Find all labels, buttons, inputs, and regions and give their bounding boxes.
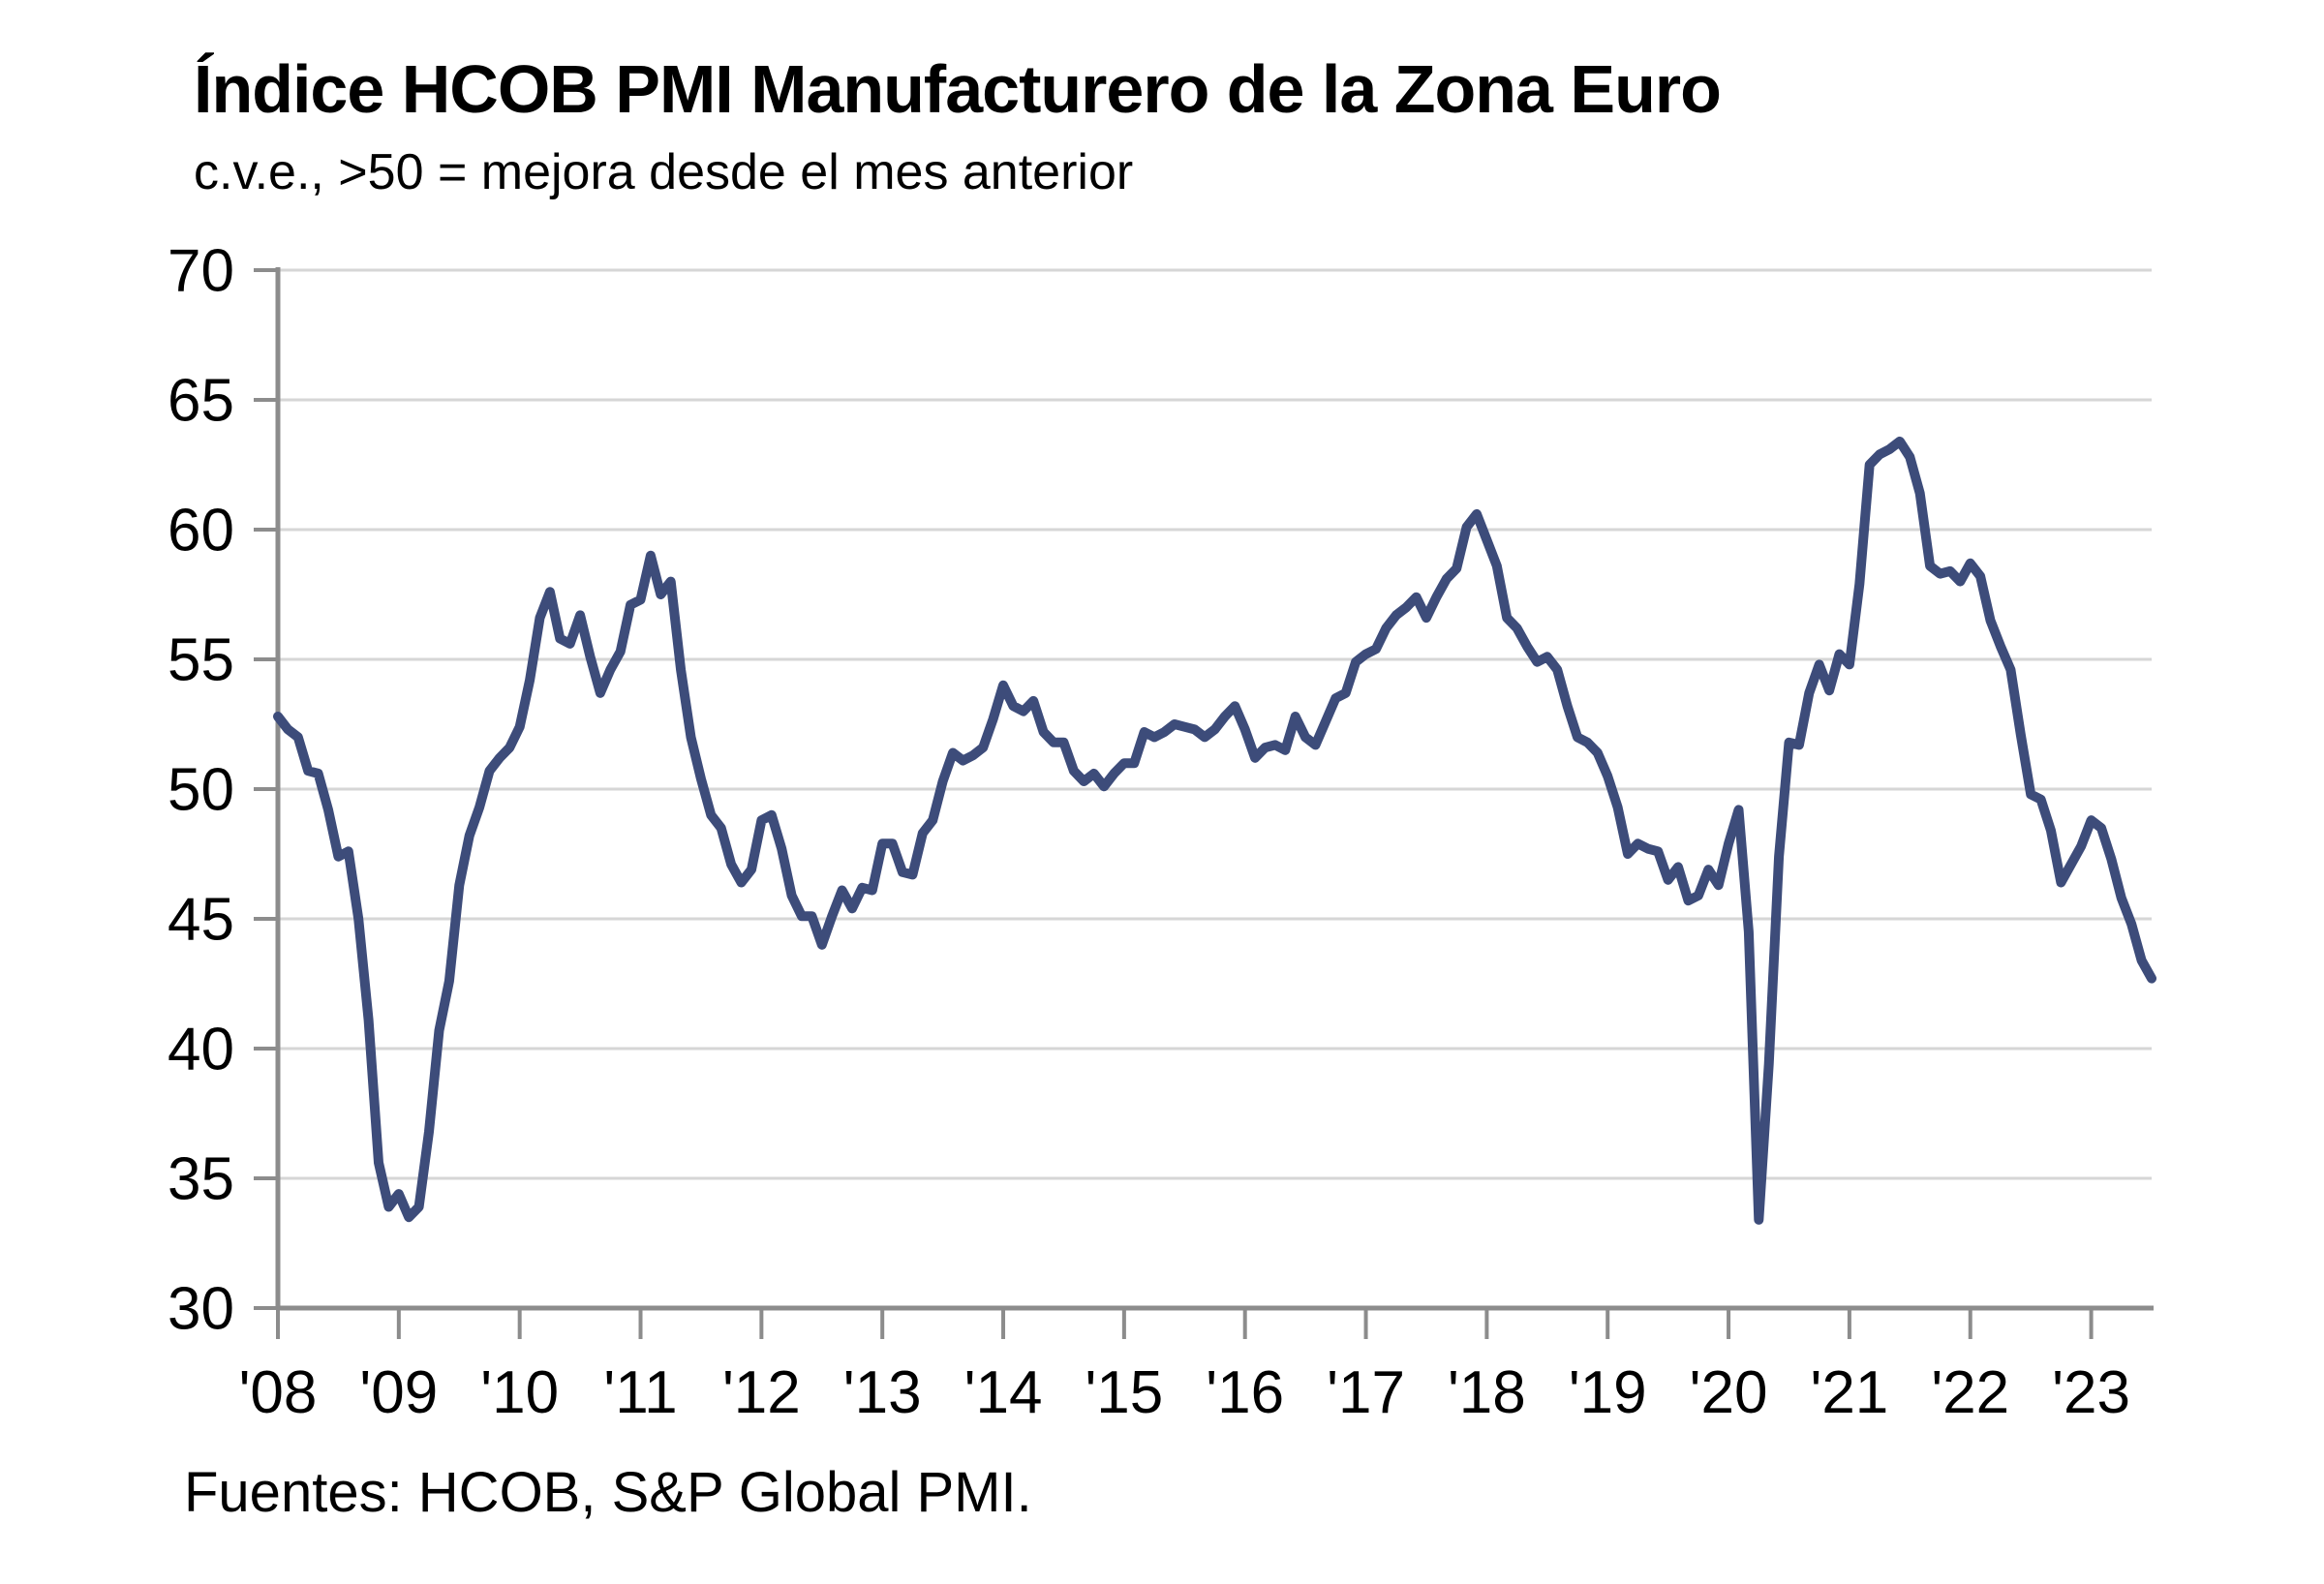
y-axis-label-65: 65: [168, 368, 234, 435]
y-axis-label-55: 55: [168, 627, 234, 694]
y-axis-label-70: 70: [168, 238, 234, 305]
y-axis-ticks: [254, 268, 280, 1310]
x-axis-labels: '08 '09 '10 '11 '12 '13 '14 '15 '16 '17 '18 '19 '20 '…: [239, 1359, 2130, 1426]
x-axis-label-'23: '23: [2052, 1359, 2130, 1426]
chart-subtitle: c.v.e., >50 = mejora desde el mes anteri…: [194, 144, 1134, 200]
x-axis-label-'20: '20: [1690, 1359, 1768, 1426]
x-axis-label-'16: '16: [1206, 1359, 1284, 1426]
x-axis-label-'19: '19: [1569, 1359, 1647, 1426]
x-axis-label-'11: '11: [603, 1359, 677, 1426]
y-axis-label-50: 50: [168, 757, 234, 824]
x-axis-ticks: [276, 1308, 2094, 1339]
x-axis-label-'12: '12: [722, 1359, 801, 1426]
y-axis-label-35: 35: [168, 1146, 234, 1213]
x-axis-label-'15: '15: [1085, 1359, 1163, 1426]
source-note: Fuentes: HCOB, S&P Global PMI.: [184, 1461, 1032, 1524]
y-axis-label-40: 40: [168, 1017, 234, 1083]
x-axis-label-'21: '21: [1810, 1359, 1888, 1426]
x-axis-label-'22: '22: [1931, 1359, 2009, 1426]
x-axis-label-'08: '08: [239, 1359, 318, 1426]
x-axis-label-'14: '14: [964, 1359, 1043, 1426]
y-axis-label-30: 30: [168, 1276, 234, 1343]
y-axis-label-45: 45: [168, 887, 234, 954]
y-axis-label-60: 60: [168, 498, 234, 564]
x-axis-label-'13: '13: [843, 1359, 922, 1426]
x-axis-label-'18: '18: [1448, 1359, 1526, 1426]
y-axis-labels: 30 35 40 45 50 55 60 65 70: [168, 238, 234, 1343]
pmi-series-line: [273, 436, 2156, 1225]
x-axis-label-'10: '10: [480, 1359, 559, 1426]
chart-title: Índice HCOB PMI Manufacturero de la Zona…: [194, 51, 1722, 127]
x-axis-label-'17: '17: [1327, 1359, 1405, 1426]
x-axis-label-'09: '09: [359, 1359, 438, 1426]
